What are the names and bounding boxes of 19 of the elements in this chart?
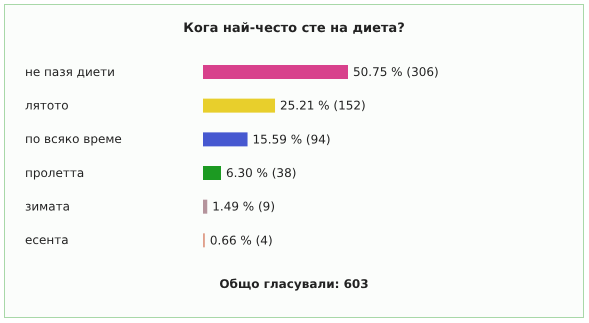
data-label: 0.66 % (4) bbox=[210, 233, 273, 248]
data-label: 50.75 % (306) bbox=[353, 65, 439, 79]
bar bbox=[203, 98, 276, 113]
chart-title: Кога най-често сте на диета? bbox=[182, 21, 406, 36]
y-tick-label: лятото bbox=[25, 98, 69, 112]
bar bbox=[203, 200, 208, 214]
y-tick-label: по всяко време bbox=[25, 132, 122, 146]
bar bbox=[203, 166, 221, 180]
bar bbox=[203, 132, 248, 146]
data-label: 6.30 % (38) bbox=[226, 166, 296, 180]
data-label: 1.49 % (9) bbox=[212, 200, 276, 214]
y-tick-label: пролетта bbox=[25, 166, 84, 180]
y-tick-label: не пазя диети bbox=[25, 64, 115, 79]
y-tick-label: зимата bbox=[25, 200, 70, 214]
text: Общо гласували: 603 bbox=[218, 277, 370, 291]
bar bbox=[203, 65, 348, 79]
data-label: 15.59 % (94) bbox=[252, 132, 331, 146]
y-tick-label: есента bbox=[25, 233, 69, 248]
data-label: 25.21 % (152) bbox=[280, 98, 366, 113]
